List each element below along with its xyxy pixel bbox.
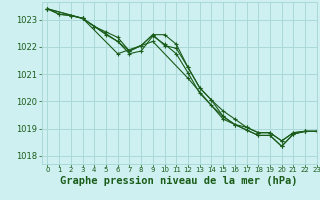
X-axis label: Graphe pression niveau de la mer (hPa): Graphe pression niveau de la mer (hPa) <box>60 176 298 186</box>
